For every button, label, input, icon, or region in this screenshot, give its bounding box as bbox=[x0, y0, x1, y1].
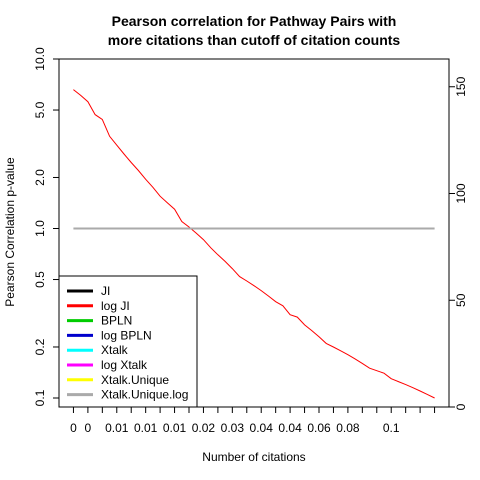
y-axis-label: Pearson Correlation p-value bbox=[3, 157, 17, 307]
x-tick-label: 0.04 bbox=[278, 421, 302, 435]
legend-label: BPLN bbox=[101, 314, 132, 328]
x-tick-label: 0 bbox=[85, 421, 92, 435]
x-tick-label: 0.08 bbox=[336, 421, 360, 435]
legend-label: Xtalk.Unique bbox=[101, 373, 169, 387]
series-lines bbox=[73, 89, 435, 399]
chart-title-line-2: more citations than cutoff of citation c… bbox=[108, 32, 401, 48]
legend-label: Xtalk.Unique.log bbox=[101, 388, 188, 402]
series-line-log-ji bbox=[73, 89, 435, 399]
plot-frame bbox=[58, 58, 450, 408]
y-left-tick-label: 0.1 bbox=[33, 389, 47, 406]
legend-label: JI bbox=[101, 284, 110, 298]
y-left-tick-label: 0.2 bbox=[33, 338, 47, 355]
y-right-tick-label: 100 bbox=[454, 183, 468, 203]
x-tick-label: 0.01 bbox=[134, 421, 158, 435]
x-axis-label: Number of citations bbox=[202, 450, 305, 464]
y-left-tick-label: 0.5 bbox=[33, 271, 47, 288]
y-right-tick-label: 0 bbox=[454, 403, 468, 410]
x-tick-label: 0.06 bbox=[307, 421, 331, 435]
x-tick-label: 0.01 bbox=[163, 421, 187, 435]
x-axis: 0 0 0.01 0.01 0.01 0.02 0.03 0.04 0.04 0.06 0.08 0.… bbox=[70, 407, 436, 435]
x-tick-label: 0.1 bbox=[383, 421, 400, 435]
y-left-tick-label: 5.0 bbox=[33, 101, 47, 118]
x-tick-label: 0.02 bbox=[192, 421, 216, 435]
chart-title-line-1: Pearson correlation for Pathway Pairs wi… bbox=[112, 13, 397, 29]
y-axis-left: 0.1 0.2 0.5 1.0 2.0 5.0 10.0 bbox=[33, 47, 59, 406]
legend-label: log BPLN bbox=[101, 328, 152, 342]
y-left-tick-label: 2.0 bbox=[33, 169, 47, 186]
y-axis-right: 0 50 100 150 bbox=[449, 76, 468, 410]
y-left-tick-label: 1.0 bbox=[33, 220, 47, 237]
y-right-tick-label: 150 bbox=[454, 76, 468, 96]
legend-box bbox=[58, 275, 198, 408]
y-left-tick-label: 10.0 bbox=[33, 47, 47, 71]
y-right-tick-label: 50 bbox=[454, 293, 468, 307]
x-tick-label: 0.03 bbox=[221, 421, 245, 435]
x-tick-label: 0.01 bbox=[105, 421, 129, 435]
legend-label: log Xtalk bbox=[101, 358, 148, 372]
legend-label: log JI bbox=[101, 299, 130, 313]
legend-label: Xtalk bbox=[101, 343, 129, 357]
x-tick-label: 0.04 bbox=[250, 421, 274, 435]
x-tick-label: 0 bbox=[70, 421, 77, 435]
